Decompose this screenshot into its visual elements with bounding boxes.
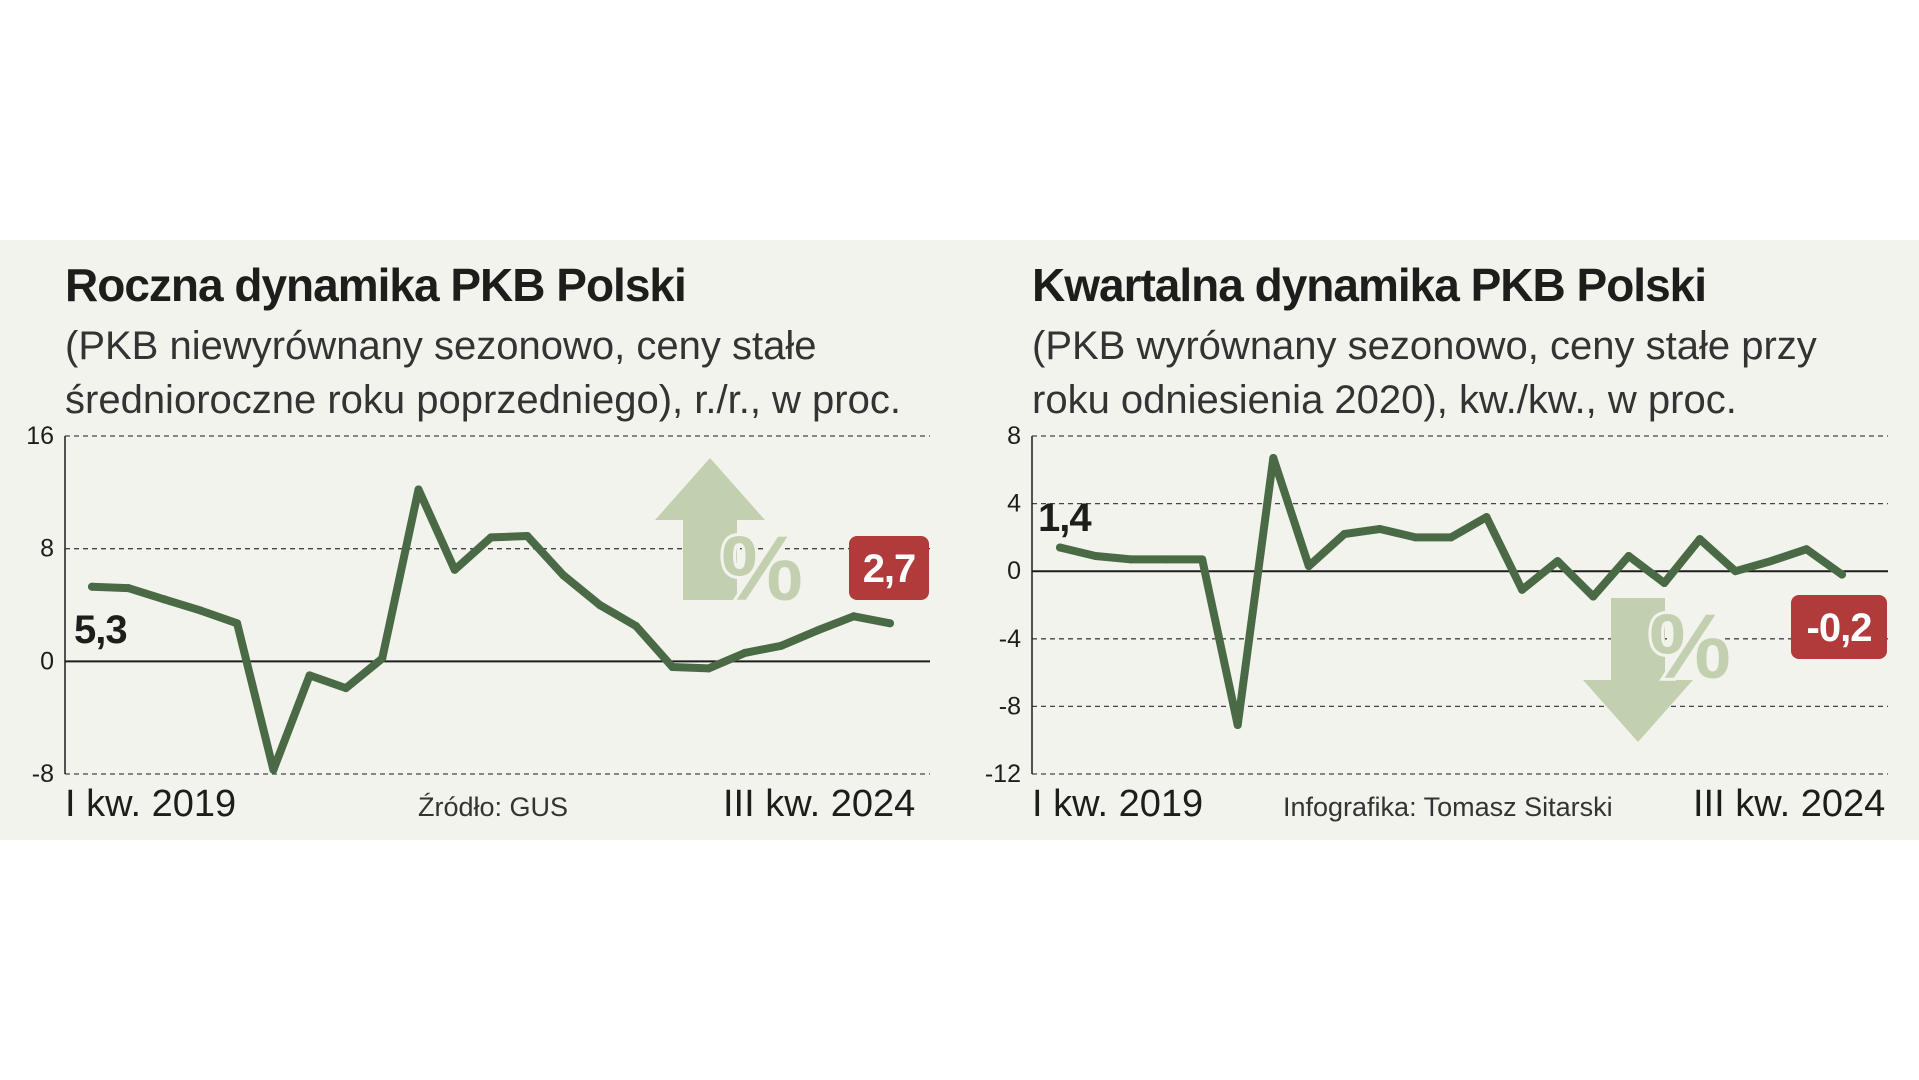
data-point xyxy=(595,601,604,609)
y-tick-label: -12 xyxy=(985,760,1021,788)
data-point xyxy=(1269,454,1278,462)
data-point xyxy=(668,663,677,671)
data-point xyxy=(740,648,749,657)
chart-title-annual: Roczna dynamika PKB Polski xyxy=(65,259,687,311)
data-point xyxy=(1838,570,1846,579)
y-tick-label: 0 xyxy=(40,647,54,675)
data-point xyxy=(1411,533,1420,542)
data-point xyxy=(559,571,568,580)
data-point xyxy=(1447,533,1455,542)
data-point xyxy=(1766,557,1775,566)
data-point xyxy=(1553,557,1562,566)
x-start-label-quarterly: I kw. 2019 xyxy=(1032,783,1204,825)
arrow-up-icon xyxy=(655,458,765,600)
data-point xyxy=(88,582,96,591)
y-tick-label: -8 xyxy=(999,692,1021,720)
data-point xyxy=(414,485,423,494)
x-end-label-annual: III kw. 2024 xyxy=(723,783,916,825)
data-point xyxy=(378,654,387,663)
y-tick-label: -4 xyxy=(999,625,1021,653)
data-point xyxy=(632,622,641,631)
first-value-label: 1,4 xyxy=(1038,496,1092,540)
data-point xyxy=(487,533,495,542)
source-label: Źródło: GUS xyxy=(418,792,569,822)
data-point xyxy=(1518,585,1527,594)
x-end-label-quarterly: III kw. 2024 xyxy=(1693,783,1886,825)
credit-label: Infografika: Tomasz Sitarski xyxy=(1283,792,1613,822)
y-tick-label: 4 xyxy=(1007,490,1021,518)
data-point xyxy=(1589,592,1598,601)
chart-subtitle-quarterly-line2: roku odniesienia 2020), kw./kw., w proc. xyxy=(1032,378,1737,422)
last-value-label: 2,7 xyxy=(863,547,916,591)
y-tick-label: 8 xyxy=(40,535,54,563)
infographic-panel xyxy=(0,240,1919,840)
last-value-label: -0,2 xyxy=(1807,606,1872,650)
y-tick-label: 8 xyxy=(1007,422,1021,450)
data-point xyxy=(196,606,205,615)
data-point xyxy=(1233,721,1242,729)
data-point xyxy=(124,584,133,593)
data-point xyxy=(1056,543,1064,552)
data-point xyxy=(1340,530,1349,538)
data-point xyxy=(1731,567,1740,576)
data-point xyxy=(777,641,786,650)
data-point xyxy=(305,671,314,680)
data-point xyxy=(1091,552,1100,560)
y-tick-label: 16 xyxy=(26,422,54,450)
x-start-label-annual: I kw. 2019 xyxy=(65,783,237,825)
data-point xyxy=(1198,555,1207,564)
percent-symbol: % xyxy=(721,518,803,620)
arrow-down-icon xyxy=(1583,598,1693,742)
percent-symbol: % xyxy=(1649,596,1731,698)
data-point xyxy=(341,684,350,693)
data-point xyxy=(1802,545,1811,554)
data-point xyxy=(450,565,459,574)
chart-subtitle-quarterly-line1: (PKB wyrównany sezonowo, ceny stałe przy xyxy=(1032,324,1817,368)
data-point xyxy=(1695,535,1704,544)
data-point xyxy=(849,612,858,621)
chart-subtitle-annual-line2: średnioroczne roku poprzedniego), r./r.,… xyxy=(65,378,901,422)
data-point xyxy=(1482,513,1491,522)
y-tick-label: -8 xyxy=(32,760,54,788)
chart-title-quarterly: Kwartalna dynamika PKB Polski xyxy=(1032,259,1707,311)
data-point xyxy=(233,619,242,628)
last-value-badge xyxy=(1791,595,1887,659)
data-point xyxy=(1304,562,1313,571)
data-point xyxy=(523,532,532,540)
data-point xyxy=(1624,552,1633,560)
y-tick-label: 0 xyxy=(1007,557,1021,585)
data-point xyxy=(1127,555,1136,564)
last-value-badge xyxy=(849,536,929,600)
data-point xyxy=(886,619,894,628)
data-point xyxy=(704,664,713,673)
data-point xyxy=(160,595,169,604)
first-value-label: 5,3 xyxy=(74,608,127,652)
data-point xyxy=(1162,555,1171,564)
data-point xyxy=(1375,525,1384,533)
data-point xyxy=(813,626,822,635)
data-point xyxy=(1660,579,1669,587)
chart-subtitle-annual-line1: (PKB niewyrównany sezonowo, ceny stałe xyxy=(65,324,817,368)
data-point xyxy=(269,765,278,774)
